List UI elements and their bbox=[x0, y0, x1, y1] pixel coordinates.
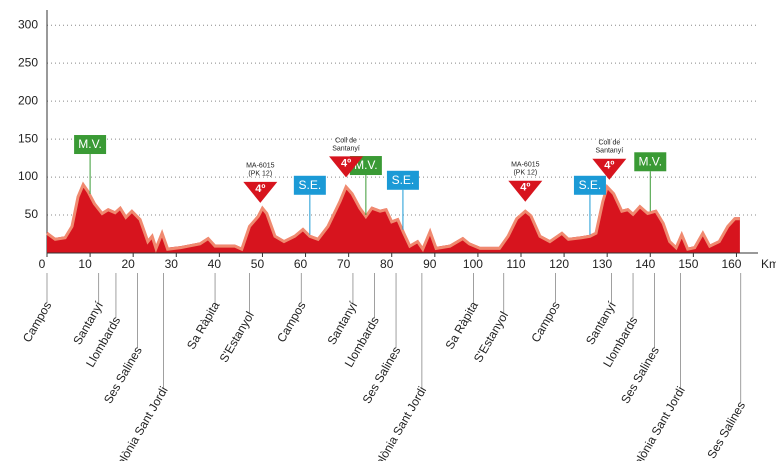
climb-name: Santanyí bbox=[332, 145, 360, 152]
x-tick-label: 80 bbox=[380, 257, 394, 271]
x-tick-label: 0 bbox=[39, 257, 46, 271]
profile-edge bbox=[46, 181, 740, 253]
point-label: M.V. bbox=[78, 137, 102, 151]
x-tick-label: 60 bbox=[294, 257, 308, 271]
climb-category: 4º bbox=[341, 157, 351, 169]
point-label: S.E. bbox=[392, 173, 415, 187]
town-label: S'Estanyol bbox=[471, 309, 511, 365]
climb-name: (PK 12) bbox=[248, 171, 272, 178]
town-label: Ses Salines bbox=[704, 399, 748, 461]
y-tick-label: 200 bbox=[18, 93, 38, 107]
town-label: Ses Salines bbox=[618, 344, 662, 406]
x-tick-label: 70 bbox=[337, 257, 351, 271]
climb-category: 4º bbox=[520, 182, 530, 194]
climb-marker bbox=[592, 158, 627, 180]
x-tick-label: 10 bbox=[78, 257, 92, 271]
town-label: Sa Ràpita bbox=[442, 299, 481, 352]
y-tick-label: 100 bbox=[18, 169, 38, 183]
climb-marker bbox=[508, 180, 543, 202]
point-box bbox=[634, 152, 667, 172]
x-unit: Km bbox=[761, 257, 776, 271]
y-tick-label: 150 bbox=[18, 131, 38, 145]
town-label: Campos bbox=[20, 299, 54, 345]
point-box bbox=[573, 175, 606, 195]
x-tick-label: 130 bbox=[592, 257, 612, 271]
y-tick-label: 50 bbox=[25, 207, 39, 221]
y-tick-label: 300 bbox=[18, 17, 38, 31]
x-tick-label: 100 bbox=[463, 257, 483, 271]
climb-name: (PK 12) bbox=[513, 170, 537, 177]
profile-area bbox=[47, 183, 740, 253]
point-label: S.E. bbox=[299, 178, 322, 192]
point-box bbox=[74, 135, 107, 155]
town-label: S'Estanyol bbox=[217, 309, 257, 365]
x-tick-label: 40 bbox=[208, 257, 222, 271]
town-label: Sa Ràpita bbox=[184, 299, 223, 352]
climb-marker bbox=[243, 181, 278, 203]
town-label: Campos bbox=[528, 299, 562, 345]
x-tick-label: 110 bbox=[506, 257, 525, 271]
x-tick-label: 150 bbox=[678, 257, 698, 271]
x-tick-label: 120 bbox=[549, 257, 569, 271]
point-box bbox=[293, 175, 326, 195]
point-label: S.E. bbox=[579, 178, 602, 192]
y-tick-label: 250 bbox=[18, 55, 38, 69]
town-label: Ses Salines bbox=[101, 344, 145, 406]
point-label: M.V. bbox=[638, 154, 662, 168]
x-tick-label: 20 bbox=[122, 257, 136, 271]
climb-name: MA-6015 bbox=[511, 162, 540, 169]
town-label: Campos bbox=[274, 299, 308, 345]
x-tick-label: 90 bbox=[423, 257, 437, 271]
climb-name: Coll de bbox=[598, 140, 620, 147]
climb-name: Coll de bbox=[335, 137, 357, 144]
x-tick-label: 160 bbox=[721, 257, 741, 271]
x-tick-label: 30 bbox=[165, 257, 179, 271]
x-tick-label: 140 bbox=[635, 257, 655, 271]
x-tick-label: 50 bbox=[251, 257, 265, 271]
climb-name: Santanyí bbox=[596, 148, 624, 155]
climb-marker bbox=[329, 156, 364, 178]
climb-name: MA-6015 bbox=[246, 163, 275, 170]
point-label: M.V. bbox=[354, 158, 378, 172]
town-label: Ses Salines bbox=[360, 344, 404, 406]
point-box bbox=[386, 170, 419, 190]
climb-category: 4º bbox=[255, 183, 265, 195]
climb-category: 4º bbox=[604, 160, 614, 172]
